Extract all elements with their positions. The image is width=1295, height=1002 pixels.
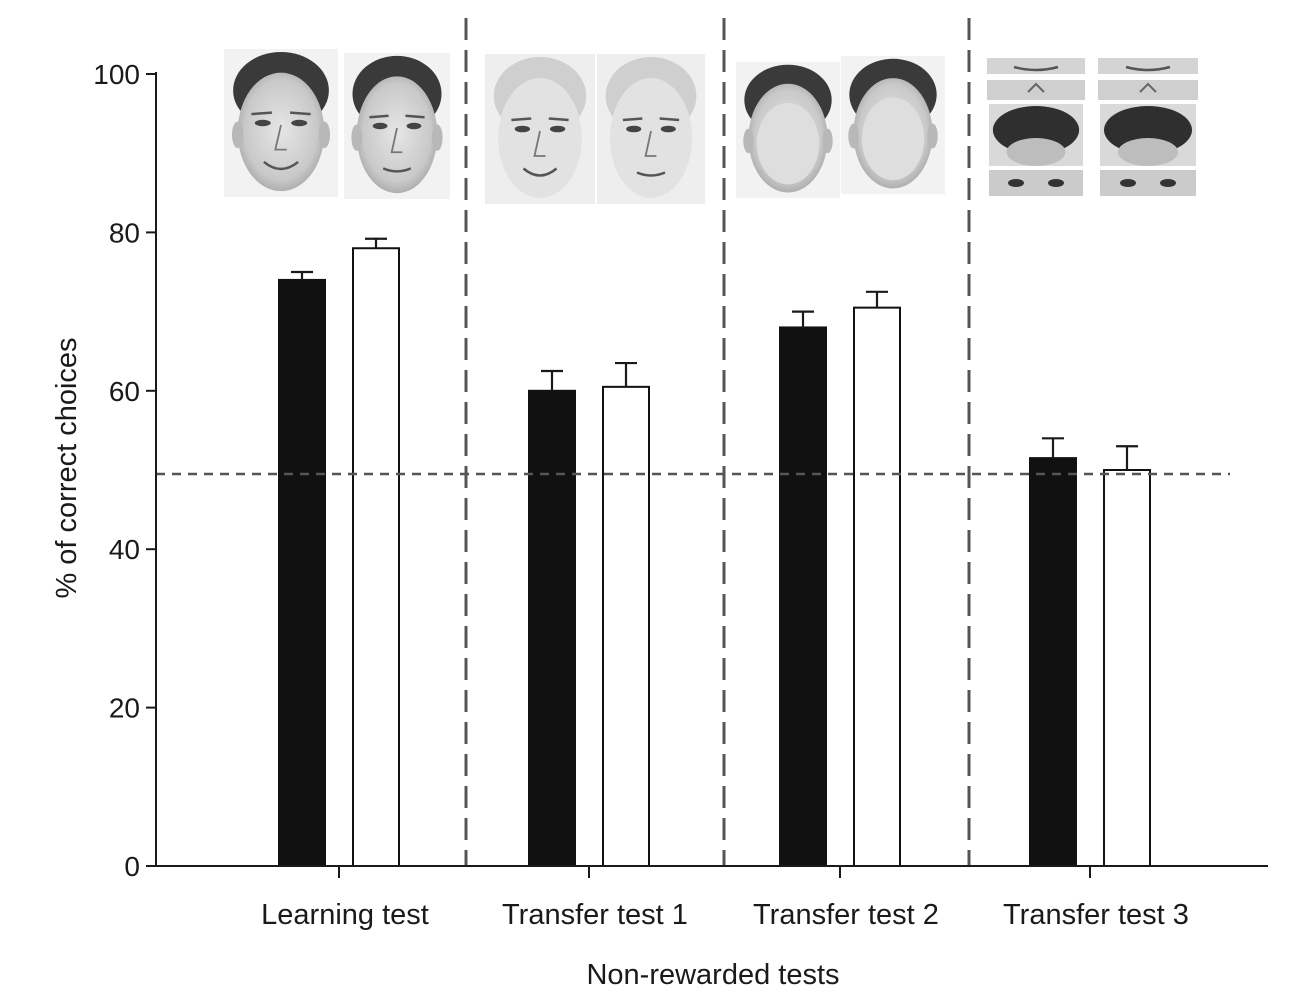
chin [1118,138,1178,166]
face-oval [498,78,582,198]
chin [1006,138,1066,166]
ear [231,121,244,149]
ear [822,128,833,154]
error-bar [1042,437,1064,459]
bar [602,385,650,867]
bar [853,306,901,867]
eye [549,125,566,133]
y-axis-title: % of correct choices [51,337,83,598]
error-bar [792,310,814,328]
x-axis-title: Non-rewarded tests [586,959,839,991]
strip-nose [987,80,1085,100]
error-bar [291,270,313,280]
error-bar [541,369,563,391]
x-axis-labels: Learning test Transfer test 1 Transfer tes… [261,866,1189,931]
bar [779,326,827,867]
y-axis-ticks: 0 20 40 60 80 100 [93,59,156,882]
error-bar [1116,445,1138,470]
group-separators [464,18,971,866]
stimulus-pair-outer [736,56,945,198]
y-tick-label: 60 [109,376,140,407]
bar [528,389,576,867]
face-oval [609,78,693,198]
x-tick-label: Transfer test 2 [753,899,939,931]
x-tick-label: Learning test [261,899,429,931]
ear [351,124,363,151]
eye [1120,179,1136,187]
nose [533,130,546,157]
y-tick-label: 20 [109,693,140,724]
strip-eyes [989,170,1083,196]
mouth [263,160,299,171]
mouth [1125,65,1171,72]
bar [352,247,400,868]
brow [511,117,532,122]
strip-eyes [1100,170,1196,196]
brow [290,111,311,116]
nose [274,124,287,151]
eye [1008,179,1024,187]
axes [155,72,1268,867]
hair [992,106,1080,154]
eye [372,122,388,130]
bar [1103,469,1151,867]
error-bar [615,361,637,387]
stimulus-pair-scrambled [987,58,1198,196]
y-tick-label: 40 [109,534,140,565]
blank-center [756,102,820,185]
face-oval [237,72,325,192]
error-bar [866,290,888,308]
brow [251,111,272,116]
bars [278,247,1151,868]
blank-center [861,97,925,181]
brow [659,117,680,122]
eye [1160,179,1176,187]
ear [431,124,443,151]
mouth [522,167,558,177]
eye [406,122,422,130]
brow [622,117,643,122]
brow [405,114,425,119]
y-tick-label: 80 [109,217,140,248]
error-bar [365,237,387,249]
ear [318,121,331,149]
eye [254,119,271,127]
mouth [1013,65,1059,72]
brow [548,117,569,122]
eye [660,125,676,133]
hair [1104,106,1192,154]
strip-mouth [1098,58,1198,74]
stimulus-pair-inner [485,54,705,204]
mouth [636,171,666,177]
y-tick-label: 0 [124,851,140,882]
strip-mouth [987,58,1085,74]
ear [927,123,938,149]
eye [514,125,531,133]
bar [278,278,326,868]
mouth [382,167,412,173]
strip-nose [1098,80,1198,100]
eye [291,119,308,127]
ear [743,128,754,154]
ear [848,123,859,149]
nose [1027,82,1045,93]
eye [1048,179,1064,187]
stimulus-pair-whole [224,49,450,199]
nose [390,127,403,154]
face-oval [356,76,438,194]
stimulus-images [224,49,1198,204]
eye [626,125,642,133]
nose [1139,82,1157,93]
x-tick-label: Transfer test 1 [502,899,688,931]
brow [369,114,389,119]
bar [1029,457,1077,867]
error-bars [291,237,1138,470]
nose [644,130,657,157]
x-tick-label: Transfer test 3 [1003,899,1189,931]
y-tick-label: 100 [93,59,140,90]
